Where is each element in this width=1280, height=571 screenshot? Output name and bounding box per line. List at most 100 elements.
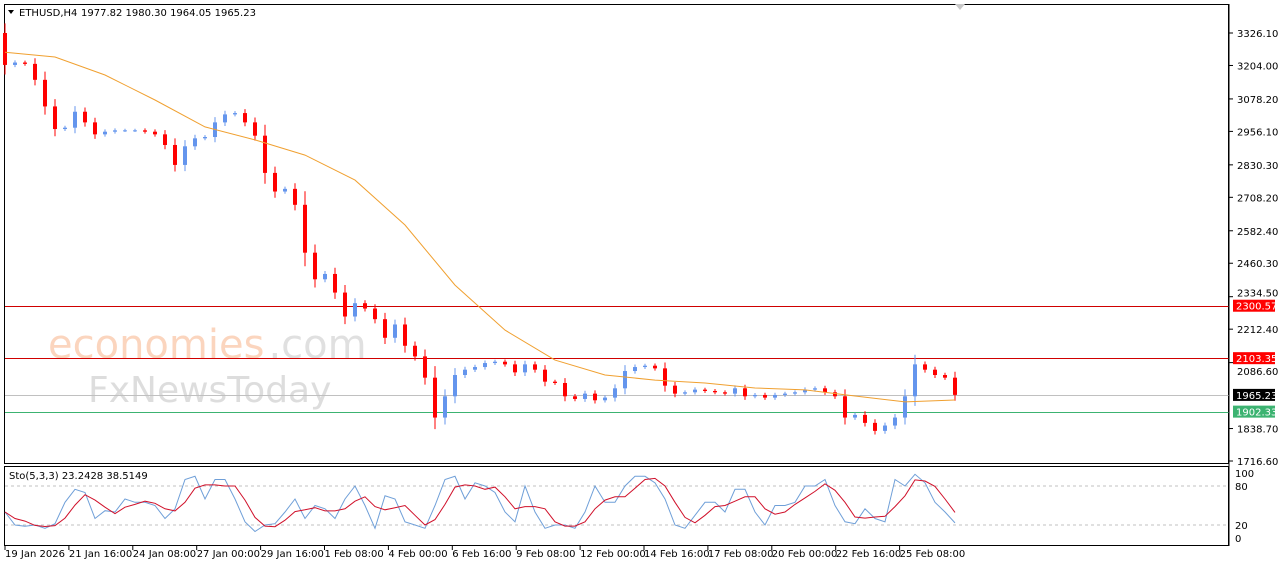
candle-bearish [303,204,307,253]
price-tick-label: 2460.30 [1237,259,1278,270]
candle-bearish [713,390,717,393]
candle-bullish [893,417,897,426]
candle-bearish [263,135,267,173]
candle-bullish [783,393,787,395]
collapse-triangle-icon[interactable] [8,10,14,14]
candle-bearish [703,389,707,391]
moving-average-line [4,51,956,403]
stochastic-tick-label: 100 [1235,469,1254,480]
candle-bullish [523,364,527,373]
stochastic-signal-line [4,477,956,528]
candle-bullish [493,361,497,364]
time-tick-label: 6 Feb 16:00 [452,549,511,560]
candle-bearish [143,130,147,132]
price-pane[interactable] [4,4,1229,464]
time-axis[interactable]: 19 Jan 2026 21 Jan 16:00 24 Jan 08:00 27 Ja… [4,546,965,560]
stochastic-indicator [4,473,1228,533]
price-axis[interactable]: 3326.10 3204.00 3078.20 2956.10 2830.30 2708.… [1228,4,1278,546]
candle-bullish [463,369,467,376]
watermark-economies: economies [48,322,264,368]
stochastic-axis: 100 80 20 0 [1235,469,1254,545]
price-tick-label: 2582.40 [1237,227,1278,238]
candle-bearish [573,396,577,399]
time-tick-label: 12 Feb 00:00 [580,549,646,560]
candle-bearish [533,364,537,370]
candle-bearish [373,308,377,320]
stochastic-pane[interactable] [4,466,1229,546]
candle-bearish [763,394,767,398]
candle-bullish [693,389,697,393]
price-tick-label: 1838.70 [1237,425,1278,436]
symbol-label: ETHUSD,H4 [19,8,77,19]
candle-bullish [233,113,237,115]
candle-bearish [243,113,247,123]
candle-bullish [793,392,797,394]
stochastic-tick-label: 0 [1235,534,1241,545]
ohlc-values: 1977.82 1980.30 1964.05 1965.23 [81,8,256,19]
candle-bearish [553,381,557,383]
stochastic-tick-label: 20 [1235,521,1248,532]
candle-bullish [733,388,737,394]
candle-bearish [943,375,947,378]
candle-bullish [353,303,357,317]
time-tick-label: 20 Feb 00:00 [772,549,838,560]
candle-bearish [843,396,847,418]
candle-bearish [433,377,437,418]
price-tag-label: 2103.35 [1236,354,1277,365]
candle-bearish [333,273,337,293]
time-tick-label: 29 Jan 16:00 [261,549,324,560]
price-tick-label: 2086.60 [1237,367,1278,378]
candle-bearish [503,361,507,365]
candle-bearish [33,63,37,80]
candle-bearish [663,368,667,386]
candle-bearish [563,382,567,397]
candle-bullish [283,188,287,192]
candle-bullish [613,388,617,398]
candle-bullish [773,394,777,398]
watermark: economies .com FxNewsToday [48,322,367,411]
candle-bearish [363,303,367,309]
stochastic-title: Sto(5,3,3) 23.2428 38.5149 [9,471,148,482]
price-tag [1233,388,1275,401]
candle-bullish [223,114,227,123]
candles [3,23,957,435]
watermark-fxnewstoday: FxNewsToday [88,370,331,411]
stochastic-main-line [4,473,956,533]
candle-bearish [153,131,157,135]
candle-bearish [383,319,387,338]
candle-bearish [513,364,517,373]
stochastic-tick-label: 80 [1235,482,1248,493]
candle-bearish [53,106,57,130]
candle-bearish [163,134,167,145]
price-tags: 2300.57 2103.35 1965.23 1902.33 [1233,299,1277,419]
candle-bullish [583,393,587,399]
candle-bullish [483,363,487,368]
price-tick-label: 2334.50 [1237,289,1278,300]
candle-bearish [863,414,867,423]
time-tick-label: 27 Jan 00:00 [197,549,260,560]
price-tag-label: 1965.23 [1236,391,1277,402]
candle-bearish [923,364,927,370]
candle-bullish [603,397,607,401]
chart-shift-marker[interactable] [955,4,965,10]
candle-bullish [73,111,77,128]
candle-bullish [903,396,907,418]
time-tick-label: 9 Feb 08:00 [516,549,575,560]
candle-bearish [43,79,47,107]
time-tick-label: 22 Feb 16:00 [836,549,902,560]
candle-bullish [633,367,637,372]
price-tick-label: 1716.60 [1237,457,1278,468]
candle-bearish [93,122,97,135]
candle-bearish [833,392,837,397]
candle-bullish [443,396,447,418]
candle-bearish [23,62,27,64]
price-tag [1233,352,1275,365]
price-tag [1233,405,1275,418]
candle-bullish [883,425,887,431]
price-tag-label: 1902.33 [1236,408,1277,419]
candle-bullish [113,130,117,132]
candle-bearish [253,122,257,136]
candle-bearish [343,292,347,317]
price-tick-label: 3078.20 [1237,95,1278,106]
